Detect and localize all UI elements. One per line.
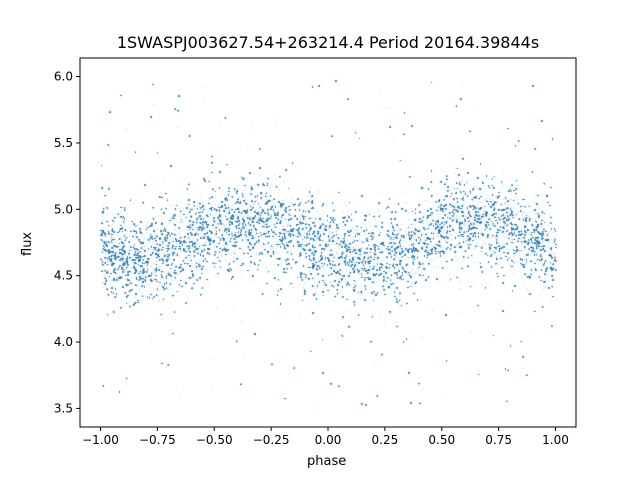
y-tick-label: 4.0 bbox=[54, 335, 73, 349]
x-tick-label: 0.75 bbox=[485, 433, 512, 447]
y-tick-label: 5.0 bbox=[54, 202, 73, 216]
y-tick-label: 3.5 bbox=[54, 401, 73, 415]
y-tick-label: 6.0 bbox=[54, 70, 73, 84]
x-tick-label: −1.00 bbox=[82, 433, 119, 447]
x-tick-label: 0.50 bbox=[428, 433, 455, 447]
y-axis-label: flux bbox=[20, 231, 35, 256]
x-tick-label: −0.50 bbox=[196, 433, 233, 447]
x-axis-label: phase bbox=[307, 454, 347, 469]
y-tick-label: 4.5 bbox=[54, 269, 73, 283]
chart-title: 1SWASPJ003627.54+263214.4 Period 20164.3… bbox=[116, 33, 540, 52]
x-tick-label: 0.00 bbox=[315, 433, 342, 447]
scatter-points bbox=[81, 59, 575, 426]
x-tick-label: −0.25 bbox=[253, 433, 290, 447]
x-tick-label: −0.75 bbox=[139, 433, 176, 447]
x-tick-label: 0.25 bbox=[372, 433, 399, 447]
x-tick-label: 1.00 bbox=[542, 433, 569, 447]
y-tick-label: 5.5 bbox=[54, 136, 73, 150]
